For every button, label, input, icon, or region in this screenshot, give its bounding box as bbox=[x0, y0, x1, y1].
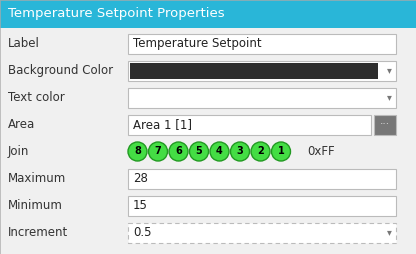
Text: 5: 5 bbox=[196, 147, 202, 156]
Text: Minimum: Minimum bbox=[8, 199, 63, 212]
FancyBboxPatch shape bbox=[128, 196, 396, 215]
Text: 6: 6 bbox=[175, 147, 182, 156]
Text: 3: 3 bbox=[237, 147, 243, 156]
FancyBboxPatch shape bbox=[0, 28, 416, 254]
Text: Temperature Setpoint Properties: Temperature Setpoint Properties bbox=[8, 8, 225, 21]
Text: 15: 15 bbox=[133, 199, 148, 212]
Text: Text color: Text color bbox=[8, 91, 65, 104]
FancyBboxPatch shape bbox=[374, 115, 396, 135]
FancyBboxPatch shape bbox=[130, 62, 378, 78]
Text: 1: 1 bbox=[277, 147, 285, 156]
Circle shape bbox=[210, 142, 229, 161]
Text: Temperature Setpoint: Temperature Setpoint bbox=[133, 37, 262, 50]
Text: Area: Area bbox=[8, 118, 35, 131]
Text: ▾: ▾ bbox=[387, 66, 392, 75]
Circle shape bbox=[251, 142, 270, 161]
FancyBboxPatch shape bbox=[128, 60, 396, 81]
Text: 2: 2 bbox=[257, 147, 264, 156]
Text: Label: Label bbox=[8, 37, 40, 50]
Circle shape bbox=[190, 142, 208, 161]
Text: 0xFF: 0xFF bbox=[307, 145, 335, 158]
Circle shape bbox=[149, 142, 168, 161]
FancyBboxPatch shape bbox=[128, 115, 371, 135]
Text: Increment: Increment bbox=[8, 226, 68, 239]
Text: Join: Join bbox=[8, 145, 30, 158]
Circle shape bbox=[128, 142, 147, 161]
FancyBboxPatch shape bbox=[0, 0, 416, 28]
Text: 28: 28 bbox=[133, 172, 148, 185]
FancyBboxPatch shape bbox=[128, 34, 396, 54]
Circle shape bbox=[272, 142, 290, 161]
FancyBboxPatch shape bbox=[128, 87, 396, 107]
FancyBboxPatch shape bbox=[128, 168, 396, 188]
Text: 4: 4 bbox=[216, 147, 223, 156]
Text: 7: 7 bbox=[155, 147, 161, 156]
Text: ▾: ▾ bbox=[387, 92, 392, 103]
Text: ▾: ▾ bbox=[387, 228, 392, 237]
FancyBboxPatch shape bbox=[128, 223, 396, 243]
Circle shape bbox=[230, 142, 250, 161]
Text: Maximum: Maximum bbox=[8, 172, 66, 185]
Text: 0.5: 0.5 bbox=[133, 226, 151, 239]
Text: 8: 8 bbox=[134, 147, 141, 156]
Text: Background Color: Background Color bbox=[8, 64, 113, 77]
Text: Area 1 [1]: Area 1 [1] bbox=[133, 118, 192, 131]
Circle shape bbox=[169, 142, 188, 161]
Text: ···: ··· bbox=[380, 119, 390, 130]
